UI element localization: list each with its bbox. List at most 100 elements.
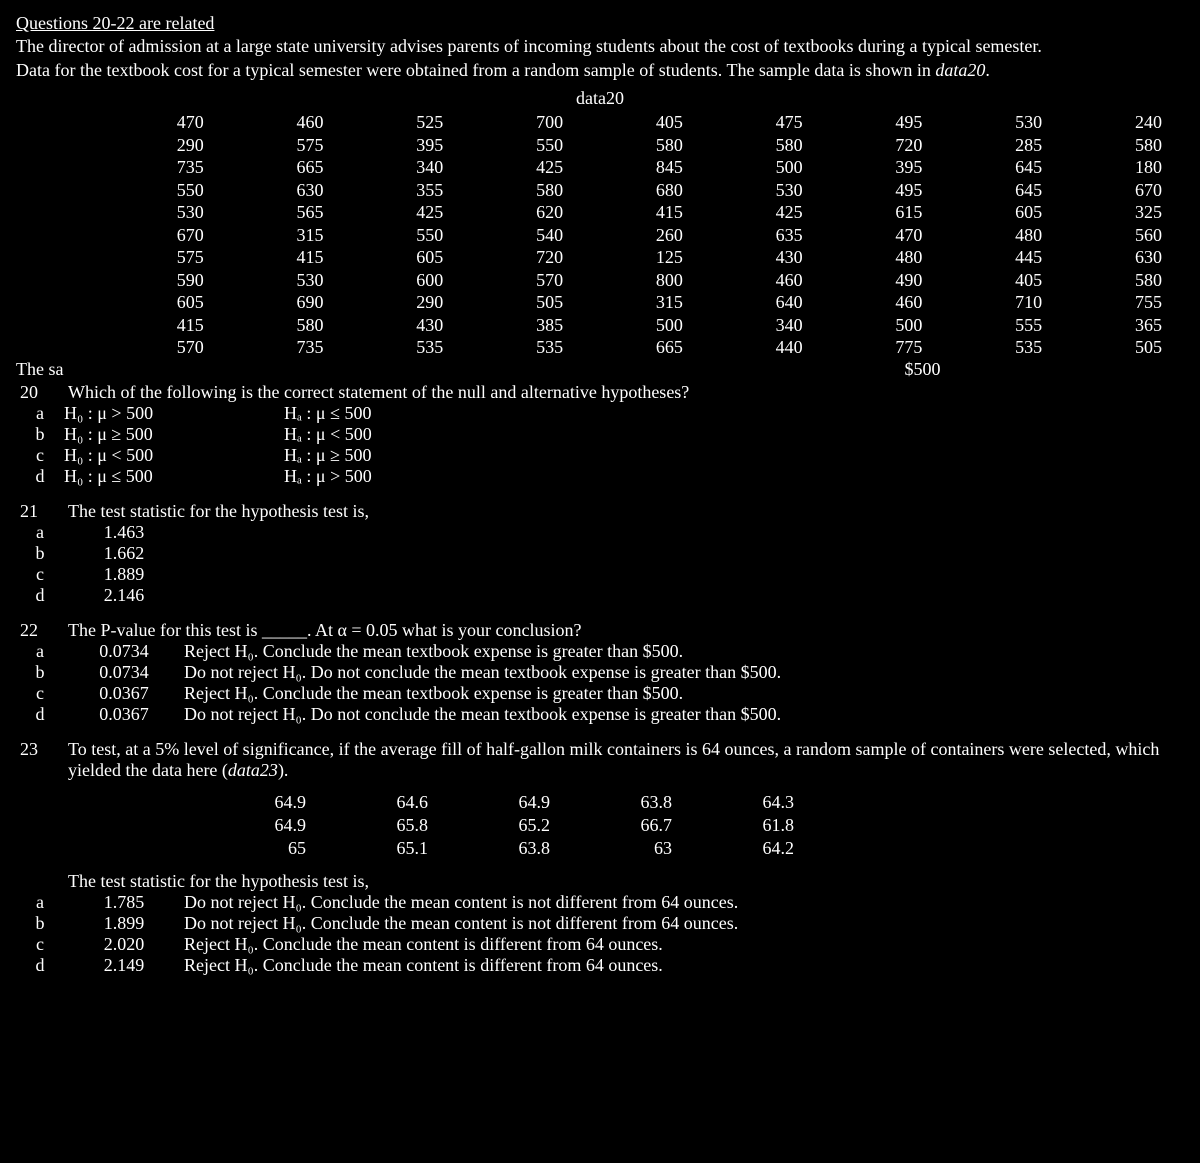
- data20-cell: 640: [705, 291, 825, 314]
- data20-cell: 460: [705, 269, 825, 292]
- data20-cell: 415: [585, 201, 705, 224]
- data20-cell: 615: [825, 201, 945, 224]
- data23-cell: 65.1: [328, 837, 450, 860]
- data23-cell: 63.8: [450, 837, 572, 860]
- option-label: c: [16, 445, 64, 466]
- data20-cell: 505: [465, 291, 585, 314]
- option-value: 0.0367: [64, 704, 184, 725]
- data20-cell: 340: [705, 314, 825, 337]
- option-label: d: [16, 466, 64, 487]
- data20-cell: 590: [106, 269, 226, 292]
- data23-cell: 65.8: [328, 814, 450, 837]
- data20-cell: 575: [226, 134, 346, 157]
- data20-cell: 430: [346, 314, 466, 337]
- data20-cell: 620: [465, 201, 585, 224]
- data20-cell: 645: [944, 156, 1064, 179]
- option-label: a: [16, 892, 64, 913]
- data23-cell: 64.9: [206, 791, 328, 814]
- q20-text: Which of the following is the correct st…: [68, 382, 1184, 403]
- q23-option: b1.899Do not reject H₀. Conclude the mea…: [16, 913, 1184, 934]
- q23: 23 To test, at a 5% level of significanc…: [16, 739, 1184, 781]
- data20-cell: 630: [226, 179, 346, 202]
- section-title: Questions 20-22 are related: [16, 13, 214, 33]
- data20-cell: 535: [346, 336, 466, 359]
- data23-cell: 64.9: [450, 791, 572, 814]
- data20-cell: 430: [705, 246, 825, 269]
- q20-num: 20: [16, 382, 68, 403]
- data20-cell: 180: [1064, 156, 1184, 179]
- data20-cell: 665: [226, 156, 346, 179]
- alt-hypothesis: Hₐ : μ ≥ 500: [284, 445, 504, 466]
- option-label: c: [16, 934, 64, 955]
- option-label: d: [16, 955, 64, 976]
- q23-num: 23: [16, 739, 68, 781]
- data20-table: 4704605257004054754955302402905753955505…: [106, 111, 1184, 359]
- q20-option: bH₀ : μ ≥ 500Hₐ : μ < 500: [16, 424, 1184, 445]
- option-value: 1.662: [64, 543, 184, 564]
- data20-cell: 555: [944, 314, 1064, 337]
- data20-cell: 260: [585, 224, 705, 247]
- q23-option: d2.149Reject H₀. Conclude the mean conte…: [16, 955, 1184, 976]
- data20-cell: 460: [226, 111, 346, 134]
- data20-cell: 415: [226, 246, 346, 269]
- data20-cell: 240: [1064, 111, 1184, 134]
- data20-cell: 505: [1064, 336, 1184, 359]
- option-label: c: [16, 564, 64, 585]
- null-hypothesis: H₀ : μ ≥ 500: [64, 424, 284, 445]
- data20-cell: 605: [944, 201, 1064, 224]
- data20-cell: 365: [1064, 314, 1184, 337]
- data20-cell: 395: [346, 134, 466, 157]
- mean-value: $500: [841, 359, 941, 380]
- data23-cell: 64.3: [694, 791, 816, 814]
- data20-cell: 565: [226, 201, 346, 224]
- option-label: b: [16, 662, 64, 683]
- data20-cell: 665: [585, 336, 705, 359]
- data20-cell: 535: [465, 336, 585, 359]
- data20-cell: 720: [465, 246, 585, 269]
- q22-text: The P-value for this test is _____. At α…: [68, 620, 1184, 641]
- data20-cell: 500: [705, 156, 825, 179]
- data20-cell: 470: [106, 111, 226, 134]
- q20: 20 Which of the following is the correct…: [16, 382, 1184, 403]
- q20-option: aH₀ : μ > 500Hₐ : μ ≤ 500: [16, 403, 1184, 424]
- null-hypothesis: H₀ : μ ≤ 500: [64, 466, 284, 487]
- data20-cell: 605: [346, 246, 466, 269]
- data20-cell: 580: [465, 179, 585, 202]
- data20-cell: 680: [585, 179, 705, 202]
- q21: 21 The test statistic for the hypothesis…: [16, 501, 1184, 522]
- q21-option: d2.146: [16, 585, 1184, 606]
- q21-num: 21: [16, 501, 68, 522]
- data20-cell: 530: [944, 111, 1064, 134]
- option-label: c: [16, 683, 64, 704]
- data20-cell: 480: [825, 246, 945, 269]
- option-value: 1.463: [64, 522, 184, 543]
- data23-cell: 63.8: [572, 791, 694, 814]
- option-label: d: [16, 585, 64, 606]
- q22-num: 22: [16, 620, 68, 641]
- data20-cell: 580: [705, 134, 825, 157]
- data23-cell: 64.6: [328, 791, 450, 814]
- data20-cell: 285: [944, 134, 1064, 157]
- option-label: a: [16, 403, 64, 424]
- data20-cell: 560: [1064, 224, 1184, 247]
- data20-cell: 735: [226, 336, 346, 359]
- data20-cell: 775: [825, 336, 945, 359]
- mean-row: The sa $500: [16, 359, 1184, 380]
- data20-cell: 670: [1064, 179, 1184, 202]
- option-text: Do not reject H₀. Conclude the mean cont…: [184, 913, 1184, 934]
- option-value: 2.146: [64, 585, 184, 606]
- data23-cell: 63: [572, 837, 694, 860]
- option-text: Reject H₀. Conclude the mean content is …: [184, 955, 1184, 976]
- data20-cell: 470: [825, 224, 945, 247]
- data20-cell: 495: [825, 111, 945, 134]
- option-value: 2.149: [64, 955, 184, 976]
- data20-cell: 580: [1064, 269, 1184, 292]
- data20-cell: 550: [106, 179, 226, 202]
- mean-label: The sa: [16, 359, 836, 380]
- data20-cell: 800: [585, 269, 705, 292]
- data20-cell: 550: [465, 134, 585, 157]
- data20-cell: 480: [944, 224, 1064, 247]
- data20-cell: 600: [346, 269, 466, 292]
- data20-label: data20: [16, 88, 1184, 109]
- data20-cell: 525: [346, 111, 466, 134]
